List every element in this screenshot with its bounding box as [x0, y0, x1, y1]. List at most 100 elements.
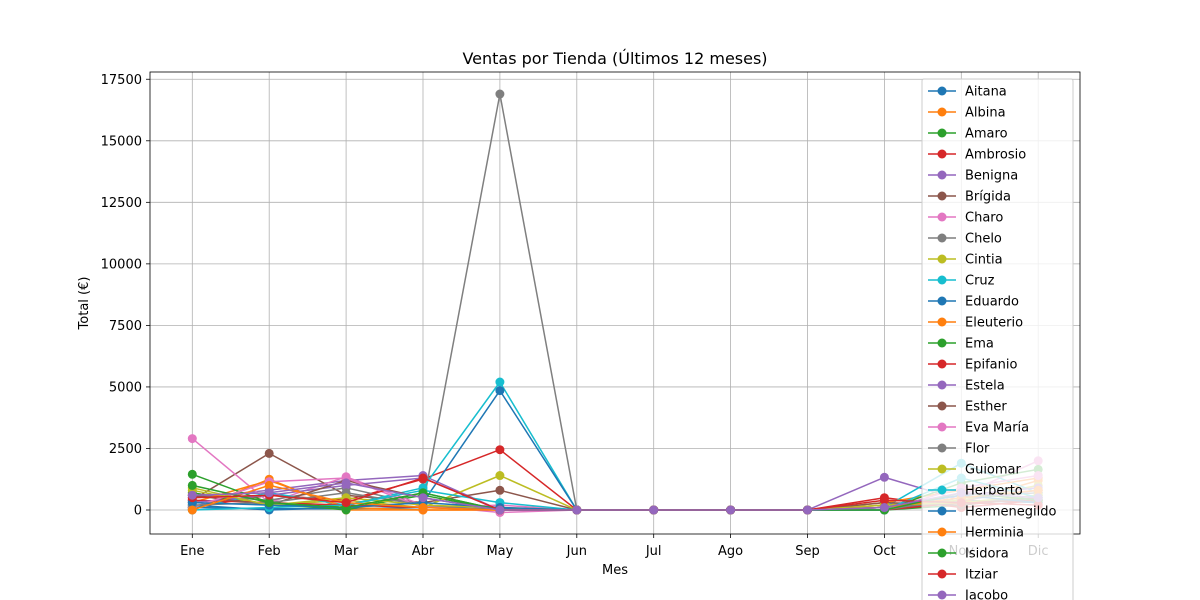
- data-point: [649, 505, 659, 515]
- legend-entry: Flor: [928, 442, 990, 457]
- data-point: [879, 503, 889, 513]
- legend-label: Benigna: [965, 169, 1018, 184]
- data-point: [495, 505, 505, 515]
- legend-marker: [937, 149, 947, 159]
- legend-label: Hermenegildo: [965, 505, 1057, 520]
- x-tick-label: Sep: [795, 544, 820, 559]
- y-tick-label: 10000: [101, 257, 142, 272]
- legend-label: Jacobo: [964, 589, 1008, 600]
- legend-entry: Cintia: [928, 253, 1003, 268]
- y-tick-label: 17500: [101, 73, 142, 88]
- legend-label: Epifanio: [965, 358, 1017, 373]
- data-point: [264, 480, 274, 490]
- x-axis-label: Mes: [602, 563, 628, 578]
- x-tick-label: Mar: [334, 544, 359, 559]
- legend-marker: [937, 170, 947, 180]
- legend-marker: [937, 191, 947, 201]
- data-point: [341, 478, 351, 488]
- legend-marker: [937, 464, 947, 474]
- legend-label: Cruz: [965, 274, 995, 289]
- legend-marker: [937, 485, 947, 495]
- legend-marker: [937, 233, 947, 243]
- x-tick-label: Jun: [566, 544, 587, 559]
- legend-entry: Albina: [928, 106, 1006, 121]
- axes: EneFebMarAbrMayJunJulAgoSepOctNovDic0250…: [101, 71, 1081, 559]
- legend: Aitana Albina Amaro Ambrosio Benigna Brígida C…: [921, 78, 1074, 600]
- chart-title: Ventas por Tienda (Últimos 12 meses): [462, 49, 767, 68]
- legend-label: Aitana: [965, 85, 1007, 100]
- legend-entry: Isidora: [928, 547, 1009, 562]
- legend-box: [921, 78, 1074, 600]
- x-tick-label: May: [486, 544, 513, 559]
- y-tick-label: 15000: [101, 134, 142, 149]
- legend-entry: Charo: [928, 211, 1003, 226]
- data-point: [803, 505, 812, 515]
- legend-label: Eleuterio: [965, 316, 1023, 331]
- legend-marker: [937, 86, 947, 96]
- data-point: [264, 498, 274, 508]
- legend-label: Ema: [965, 337, 994, 352]
- legend-label: Chelo: [965, 232, 1002, 247]
- x-tick-label: Oct: [873, 544, 895, 559]
- legend-entry: Herminia: [928, 526, 1024, 541]
- data-point: [495, 485, 505, 495]
- legend-marker: [937, 128, 947, 138]
- data-point: [187, 434, 197, 444]
- legend-label: Brígida: [965, 190, 1011, 205]
- data-point: [187, 505, 197, 515]
- data-point: [264, 488, 274, 498]
- series-line: [192, 482, 1039, 511]
- legend-entry: Eva María: [928, 421, 1029, 436]
- legend-marker: [937, 380, 947, 390]
- data-point: [726, 505, 736, 515]
- legend-label: Albina: [965, 106, 1006, 121]
- data-point: [879, 495, 889, 505]
- legend-marker: [937, 443, 947, 453]
- legend-label: Herminia: [965, 526, 1024, 541]
- legend-label: Ambrosio: [965, 148, 1026, 163]
- legend-label: Herberto: [965, 484, 1023, 499]
- legend-marker: [937, 359, 947, 369]
- data-point: [187, 469, 197, 479]
- legend-label: Estela: [965, 379, 1005, 394]
- legend-entry: Eleuterio: [928, 316, 1023, 331]
- data-point: [495, 471, 505, 481]
- legend-entry: Herberto: [928, 484, 1023, 499]
- legend-marker: [937, 548, 947, 558]
- data-point: [341, 498, 351, 508]
- legend-entry: Guiomar: [928, 463, 1022, 478]
- legend-entry: Benigna: [928, 169, 1018, 184]
- legend-marker: [937, 107, 947, 117]
- legend-label: Amaro: [965, 127, 1008, 142]
- legend-entry: Brígida: [928, 190, 1011, 205]
- legend-entry: Itziar: [928, 568, 998, 583]
- data-point: [495, 445, 505, 455]
- legend-entry: Amaro: [928, 127, 1008, 142]
- data-point: [495, 386, 505, 396]
- legend-entry: Chelo: [928, 232, 1002, 247]
- data-point: [418, 473, 428, 483]
- data-point: [572, 505, 582, 515]
- y-tick-label: 12500: [101, 196, 142, 211]
- legend-label: Eduardo: [965, 295, 1019, 310]
- legend-label: Flor: [965, 442, 990, 457]
- data-point: [418, 493, 428, 503]
- x-tick-label: Feb: [258, 544, 281, 559]
- plot-frame: [149, 71, 1081, 535]
- legend-marker: [937, 275, 947, 285]
- data-point: [418, 503, 428, 513]
- data-point: [264, 448, 274, 458]
- data-point: [187, 480, 197, 490]
- legend-entry: Estela: [928, 379, 1005, 394]
- legend-entry: Jacobo: [928, 589, 1008, 600]
- legend-entry: Hermenegildo: [928, 505, 1057, 520]
- y-tick-label: 2500: [109, 442, 142, 457]
- legend-label: Guiomar: [965, 463, 1022, 478]
- legend-marker: [937, 569, 947, 579]
- legend-label: Itziar: [965, 568, 998, 583]
- legend-entry: Ambrosio: [928, 148, 1026, 163]
- legend-marker: [937, 254, 947, 264]
- legend-label: Esther: [965, 400, 1007, 415]
- legend-entry: Aitana: [928, 85, 1007, 100]
